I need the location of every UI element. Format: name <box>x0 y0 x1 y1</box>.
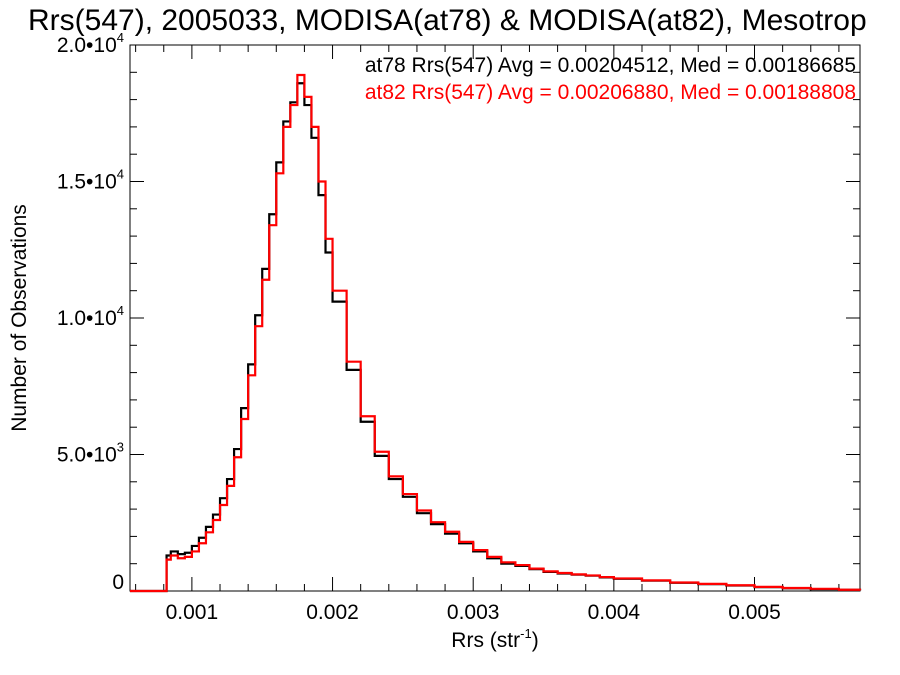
y-tick-label-mantissa: 2.0•10 <box>57 34 117 57</box>
y-tick-label: 5.0•103 <box>57 440 124 467</box>
x-tick-label: 0.003 <box>447 601 500 624</box>
x-axis-label: Rrs (str-1) <box>451 626 538 652</box>
y-tick-label-exponent: 3 <box>117 440 124 455</box>
x-axis-label-close: ) <box>532 629 539 652</box>
x-tick-label: 0.002 <box>306 601 359 624</box>
y-tick-label-mantissa: 5.0•10 <box>57 444 117 467</box>
annotation-at78: at78 Rrs(547) Avg = 0.00204512, Med = 0.… <box>365 54 856 77</box>
y-tick-label-exponent: 4 <box>117 167 124 182</box>
y-axis-label: Number of Observations <box>8 204 31 432</box>
series-at78-line <box>130 82 862 593</box>
x-tick-label: 0.004 <box>588 601 641 624</box>
y-tick-label: 2.0•104 <box>57 30 124 57</box>
y-tick-label: 0 <box>112 571 124 594</box>
x-axis: 0.001 0.002 0.003 0.004 0.005 <box>135 45 840 624</box>
x-axis-label-text: Rrs (str <box>451 629 520 652</box>
y-tick-label-mantissa: 0 <box>112 571 124 594</box>
series-at82-line <box>130 73 862 593</box>
y-tick-label-exponent: 4 <box>117 30 124 45</box>
annotation-at82: at82 Rrs(547) Avg = 0.00206880, Med = 0.… <box>365 81 856 104</box>
y-tick-label-mantissa: 1.5•10 <box>57 171 117 194</box>
plot-frame <box>129 44 861 592</box>
y-tick-label: 1.5•104 <box>57 167 124 194</box>
y-tick-label-exponent: 4 <box>117 303 124 318</box>
x-tick-label: 0.005 <box>728 601 781 624</box>
y-tick-label: 1.0•104 <box>57 303 124 330</box>
series-layer <box>130 73 862 593</box>
x-tick-label: 0.001 <box>166 601 219 624</box>
annotations: at78 Rrs(547) Avg = 0.00204512, Med = 0.… <box>365 54 856 104</box>
x-axis-label-unit-exponent: -1 <box>520 626 532 641</box>
chart-title: Rrs(547), 2005033, MODISA(at78) & MODISA… <box>28 4 867 37</box>
y-tick-label-mantissa: 1.0•10 <box>57 307 117 330</box>
